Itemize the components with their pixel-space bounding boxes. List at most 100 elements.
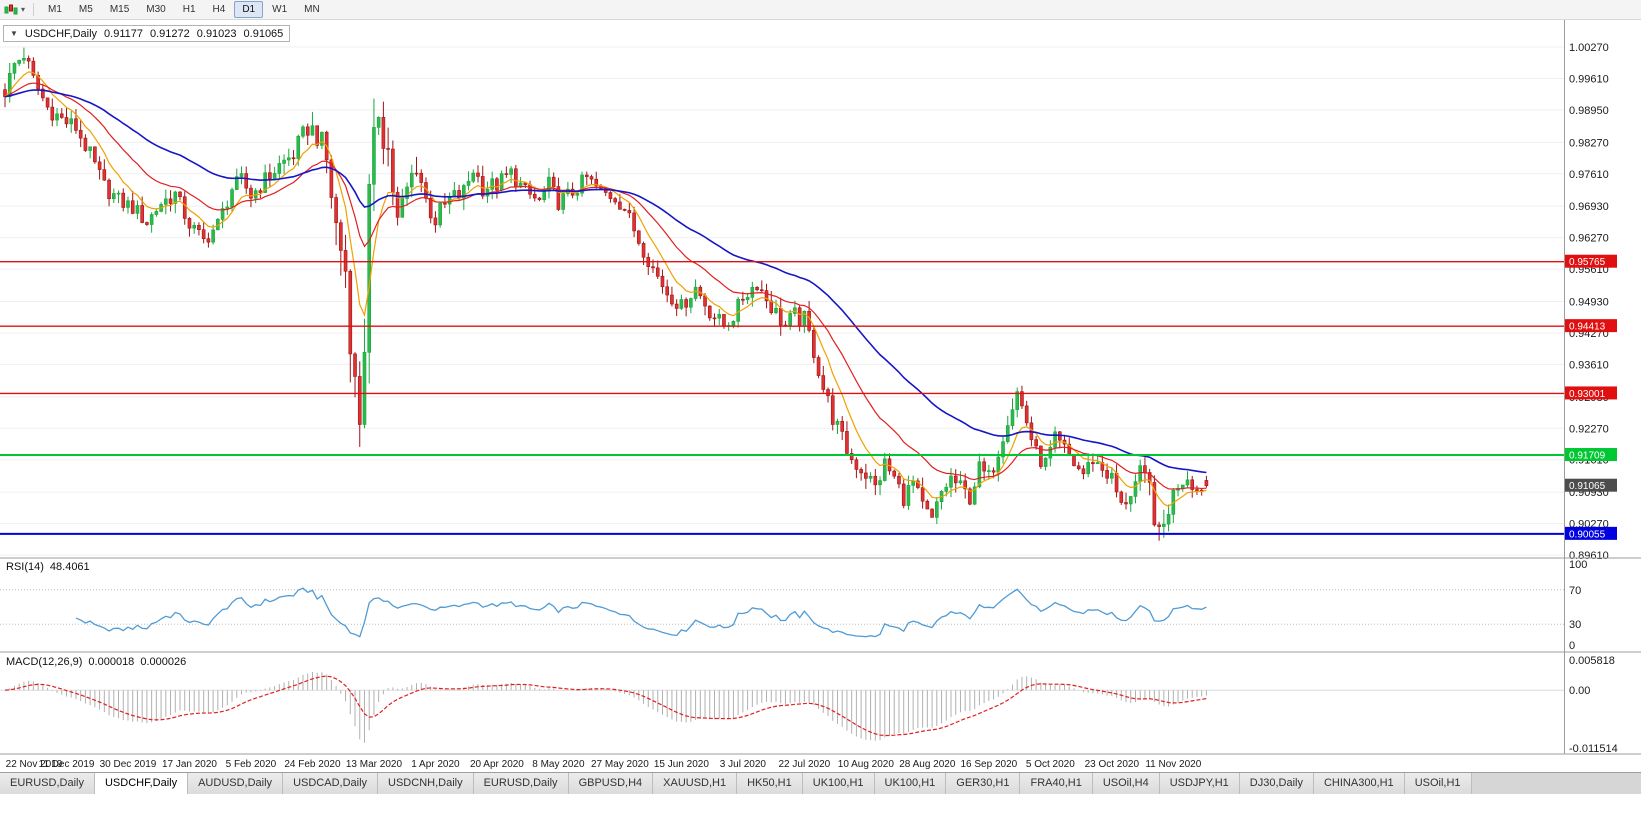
date-label: 3 Jul 2020 [720, 759, 767, 770]
candle-body [1095, 462, 1100, 465]
chart-tab[interactable]: UK100,H1 [874, 773, 947, 794]
candle-body [258, 190, 263, 193]
candle-body [239, 173, 244, 177]
candle-body [88, 146, 92, 151]
chart-tab[interactable]: USDJPY,H1 [1159, 773, 1240, 794]
chart-tab[interactable]: GER30,H1 [946, 773, 1021, 794]
candle-body [343, 250, 348, 272]
timeframe-button-m5[interactable]: M5 [78, 4, 93, 15]
candle-body [712, 317, 717, 320]
price-tick-label: 0.96270 [1569, 233, 1609, 245]
candle-body [305, 126, 310, 136]
price-tag-label: 0.95765 [1569, 257, 1606, 268]
candle-body [774, 307, 778, 314]
rsi-level-label: 0 [1569, 640, 1575, 652]
chart-tab[interactable]: DJ30,Daily [1239, 773, 1314, 794]
price-tag-label: 0.91709 [1569, 451, 1606, 462]
candle-body [367, 183, 372, 353]
chart-tab[interactable]: EURUSD,Daily [0, 773, 95, 794]
chart-tab[interactable]: USOil,H4 [1092, 773, 1160, 794]
chart-tab[interactable]: GBPUSD,H4 [568, 773, 654, 794]
candle-body [50, 106, 55, 121]
date-label: 22 Nov 2019 [6, 759, 63, 770]
candle-body [958, 480, 963, 484]
current-price-tag [1565, 478, 1617, 492]
candle-body [173, 191, 178, 204]
chart-tab[interactable]: USDCHF,Daily [94, 773, 189, 794]
timeframe-button-w1[interactable]: W1 [272, 4, 288, 15]
candle-body [26, 58, 31, 62]
chart-tab[interactable]: XAUUSD,H1 [653, 773, 738, 794]
candle-body [1190, 479, 1195, 490]
price-tick-label: 0.94930 [1569, 297, 1609, 309]
candle-body [1162, 523, 1166, 527]
macd-value-signal: 0.000026 [140, 656, 187, 668]
rsi-value: 48.4061 [49, 561, 90, 573]
candle-body [1048, 447, 1053, 459]
candle-body [679, 299, 684, 309]
date-label: 28 Aug 2020 [899, 759, 956, 770]
candle-body [580, 174, 584, 194]
date-label: 5 Oct 2020 [1026, 759, 1075, 770]
candle-body [78, 130, 83, 139]
chart-tab[interactable]: USDCAD,Daily [283, 773, 379, 794]
date-label: 20 Apr 2020 [470, 759, 524, 770]
candle-body [310, 125, 315, 136]
candle-body [64, 117, 69, 125]
candle-body [920, 487, 925, 502]
chart-tab[interactable]: EURUSD,Daily [473, 773, 569, 794]
ohlc-low: 0.91023 [196, 27, 237, 40]
timeframe-button-h1[interactable]: H1 [182, 4, 196, 15]
candle-body [41, 88, 45, 99]
chart-tab[interactable]: AUDUSD,Daily [188, 773, 284, 794]
candle-body [490, 178, 494, 190]
candle-body [821, 375, 826, 390]
candle-body [991, 470, 996, 473]
chart-tab[interactable]: FRA40,H1 [1020, 773, 1093, 794]
top-toolbar: ▾ M1 M5 M15 M30 H1 H4 D1 W1 MN [0, 0, 1641, 20]
candle-body [561, 193, 565, 210]
chart-tab[interactable]: HK50,H1 [737, 773, 803, 794]
chart-tab[interactable]: USDCNH,Daily [378, 773, 474, 794]
candle-body [201, 229, 206, 240]
candle-body [504, 173, 509, 175]
candle-body [1138, 465, 1142, 482]
chart-tab[interactable]: UK100,H1 [802, 773, 875, 794]
chart-tab[interactable]: USOil,H1 [1404, 773, 1472, 794]
candle-body [1005, 425, 1010, 442]
candle-body [684, 299, 688, 308]
candle-body [1152, 482, 1157, 526]
candle-body [22, 58, 26, 61]
chart-type-icon[interactable] [4, 3, 18, 16]
candle-body [409, 172, 414, 188]
ohlc-high: 0.91272 [150, 27, 190, 40]
chart-canvas[interactable]: 1.00270 0.99610 0.98950 0.98270 0.97610 0.969… [0, 20, 1641, 772]
date-label: 27 May 2020 [591, 759, 649, 770]
price-tag [1565, 526, 1617, 540]
timeframe-button-d1[interactable]: D1 [234, 1, 264, 18]
candle-body [272, 173, 277, 180]
timeframe-button-m15[interactable]: M15 [109, 4, 130, 15]
candle-body [381, 117, 386, 149]
ma-line-50 [4, 89, 1207, 474]
current-price-tag-label: 0.91065 [1569, 481, 1606, 492]
timeframe-button-mn[interactable]: MN [304, 4, 320, 15]
date-label: 11 Dec 2019 [39, 759, 95, 770]
timeframe-button-h4[interactable]: H4 [212, 4, 226, 15]
collapse-icon[interactable]: ▼ [10, 29, 18, 38]
candle-body [187, 218, 192, 229]
date-label: 10 Aug 2020 [838, 759, 895, 770]
candle-body [840, 420, 845, 432]
candle-body [911, 480, 915, 486]
candle-body [830, 395, 835, 425]
macd-axis-label: 0.00 [1569, 685, 1590, 697]
chart-tab[interactable]: CHINA300,H1 [1313, 773, 1405, 794]
timeframe-button-m1[interactable]: M1 [48, 4, 62, 15]
timeframe-group: M1 M5 M15 M30 H1 H4 D1 W1 MN [40, 1, 328, 18]
chart-type-dropdown-icon[interactable]: ▾ [21, 5, 26, 14]
candle-body [835, 420, 840, 425]
timeframe-button-m30[interactable]: M30 [146, 4, 166, 15]
candle-body [537, 197, 542, 200]
chart-title: USDCHF,Daily [24, 27, 98, 40]
candle-body [315, 125, 319, 146]
